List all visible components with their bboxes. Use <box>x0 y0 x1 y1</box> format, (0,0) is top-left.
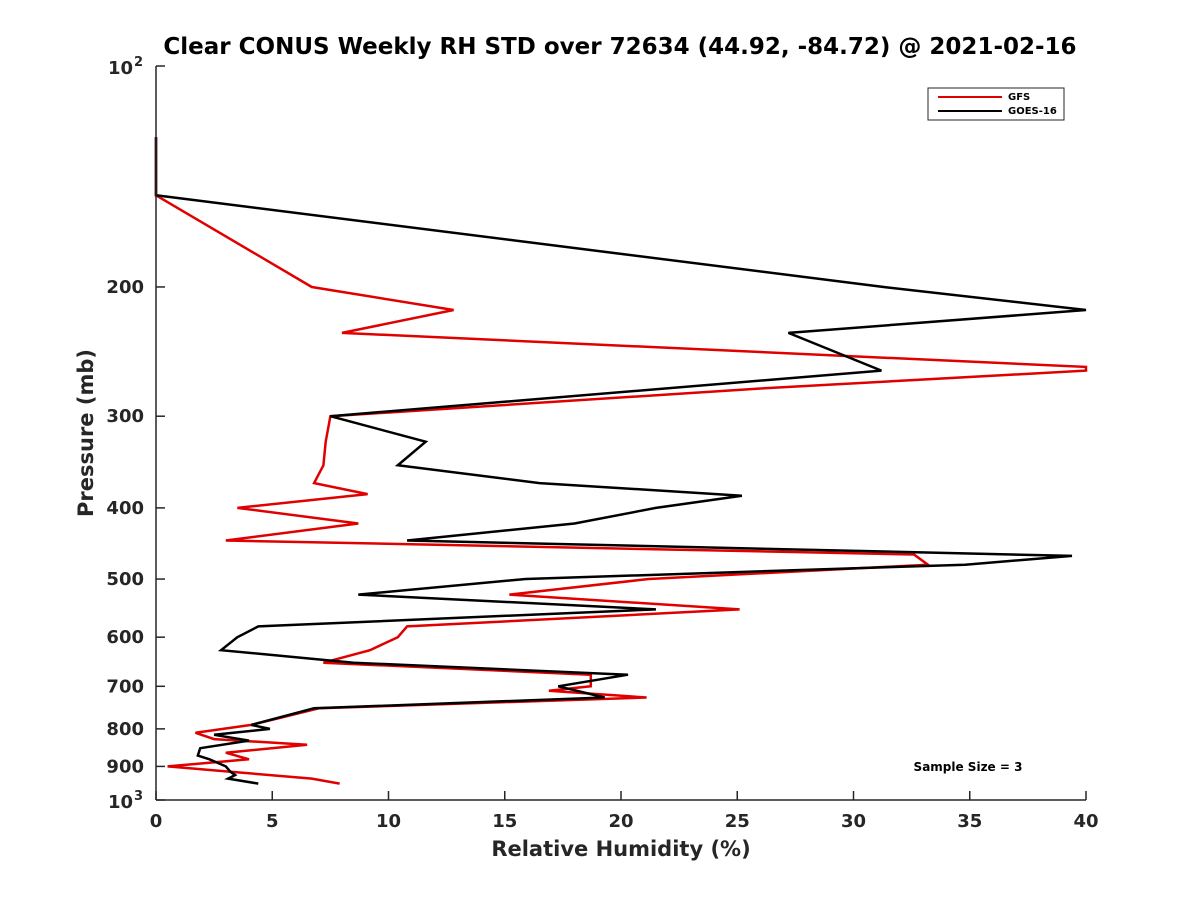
x-tick-label: 5 <box>266 811 279 832</box>
x-tick-label: 35 <box>957 811 982 832</box>
legend: GFS GOES-16 <box>927 87 1065 121</box>
sample-size-annotation: Sample Size = 3 <box>914 760 1023 774</box>
y-tick-label: 600 <box>106 627 144 648</box>
x-tick-label: 20 <box>608 811 633 832</box>
x-tick-label: 40 <box>1073 811 1098 832</box>
y-decade-tick-base: 10 <box>108 58 133 79</box>
x-axis-label: Relative Humidity (%) <box>491 837 750 861</box>
y-axis-label: Pressure (mb) <box>74 349 98 517</box>
legend-label-goes16: GOES-16 <box>1008 106 1057 117</box>
x-tick-label: 0 <box>150 811 163 832</box>
y-decade-tick-base: 10 <box>108 792 133 813</box>
series-line-goes16 <box>154 137 1087 785</box>
x-ticks: 0 5 10 15 20 25 30 35 40 <box>150 791 1099 832</box>
x-tick-label: 10 <box>376 811 401 832</box>
y-tick-label: 300 <box>106 406 144 427</box>
legend-label-gfs: GFS <box>1008 92 1030 103</box>
y-tick-label: 800 <box>106 719 144 740</box>
x-tick-label: 15 <box>492 811 517 832</box>
y-tick-label: 700 <box>106 676 144 697</box>
x-tick-label: 30 <box>841 811 866 832</box>
y-decade-tick-exponent: 2 <box>134 55 143 70</box>
y-tick-label: 900 <box>106 756 144 777</box>
series-layer <box>154 137 1088 785</box>
y-tick-label: 200 <box>106 277 144 298</box>
y-decade-tick-exponent: 3 <box>134 789 143 804</box>
legend-box <box>927 87 1065 121</box>
y-tick-label: 400 <box>106 498 144 519</box>
y-tick-label: 500 <box>106 569 144 590</box>
chart-title: Clear CONUS Weekly RH STD over 72634 (44… <box>163 34 1076 60</box>
x-tick-label: 25 <box>725 811 750 832</box>
